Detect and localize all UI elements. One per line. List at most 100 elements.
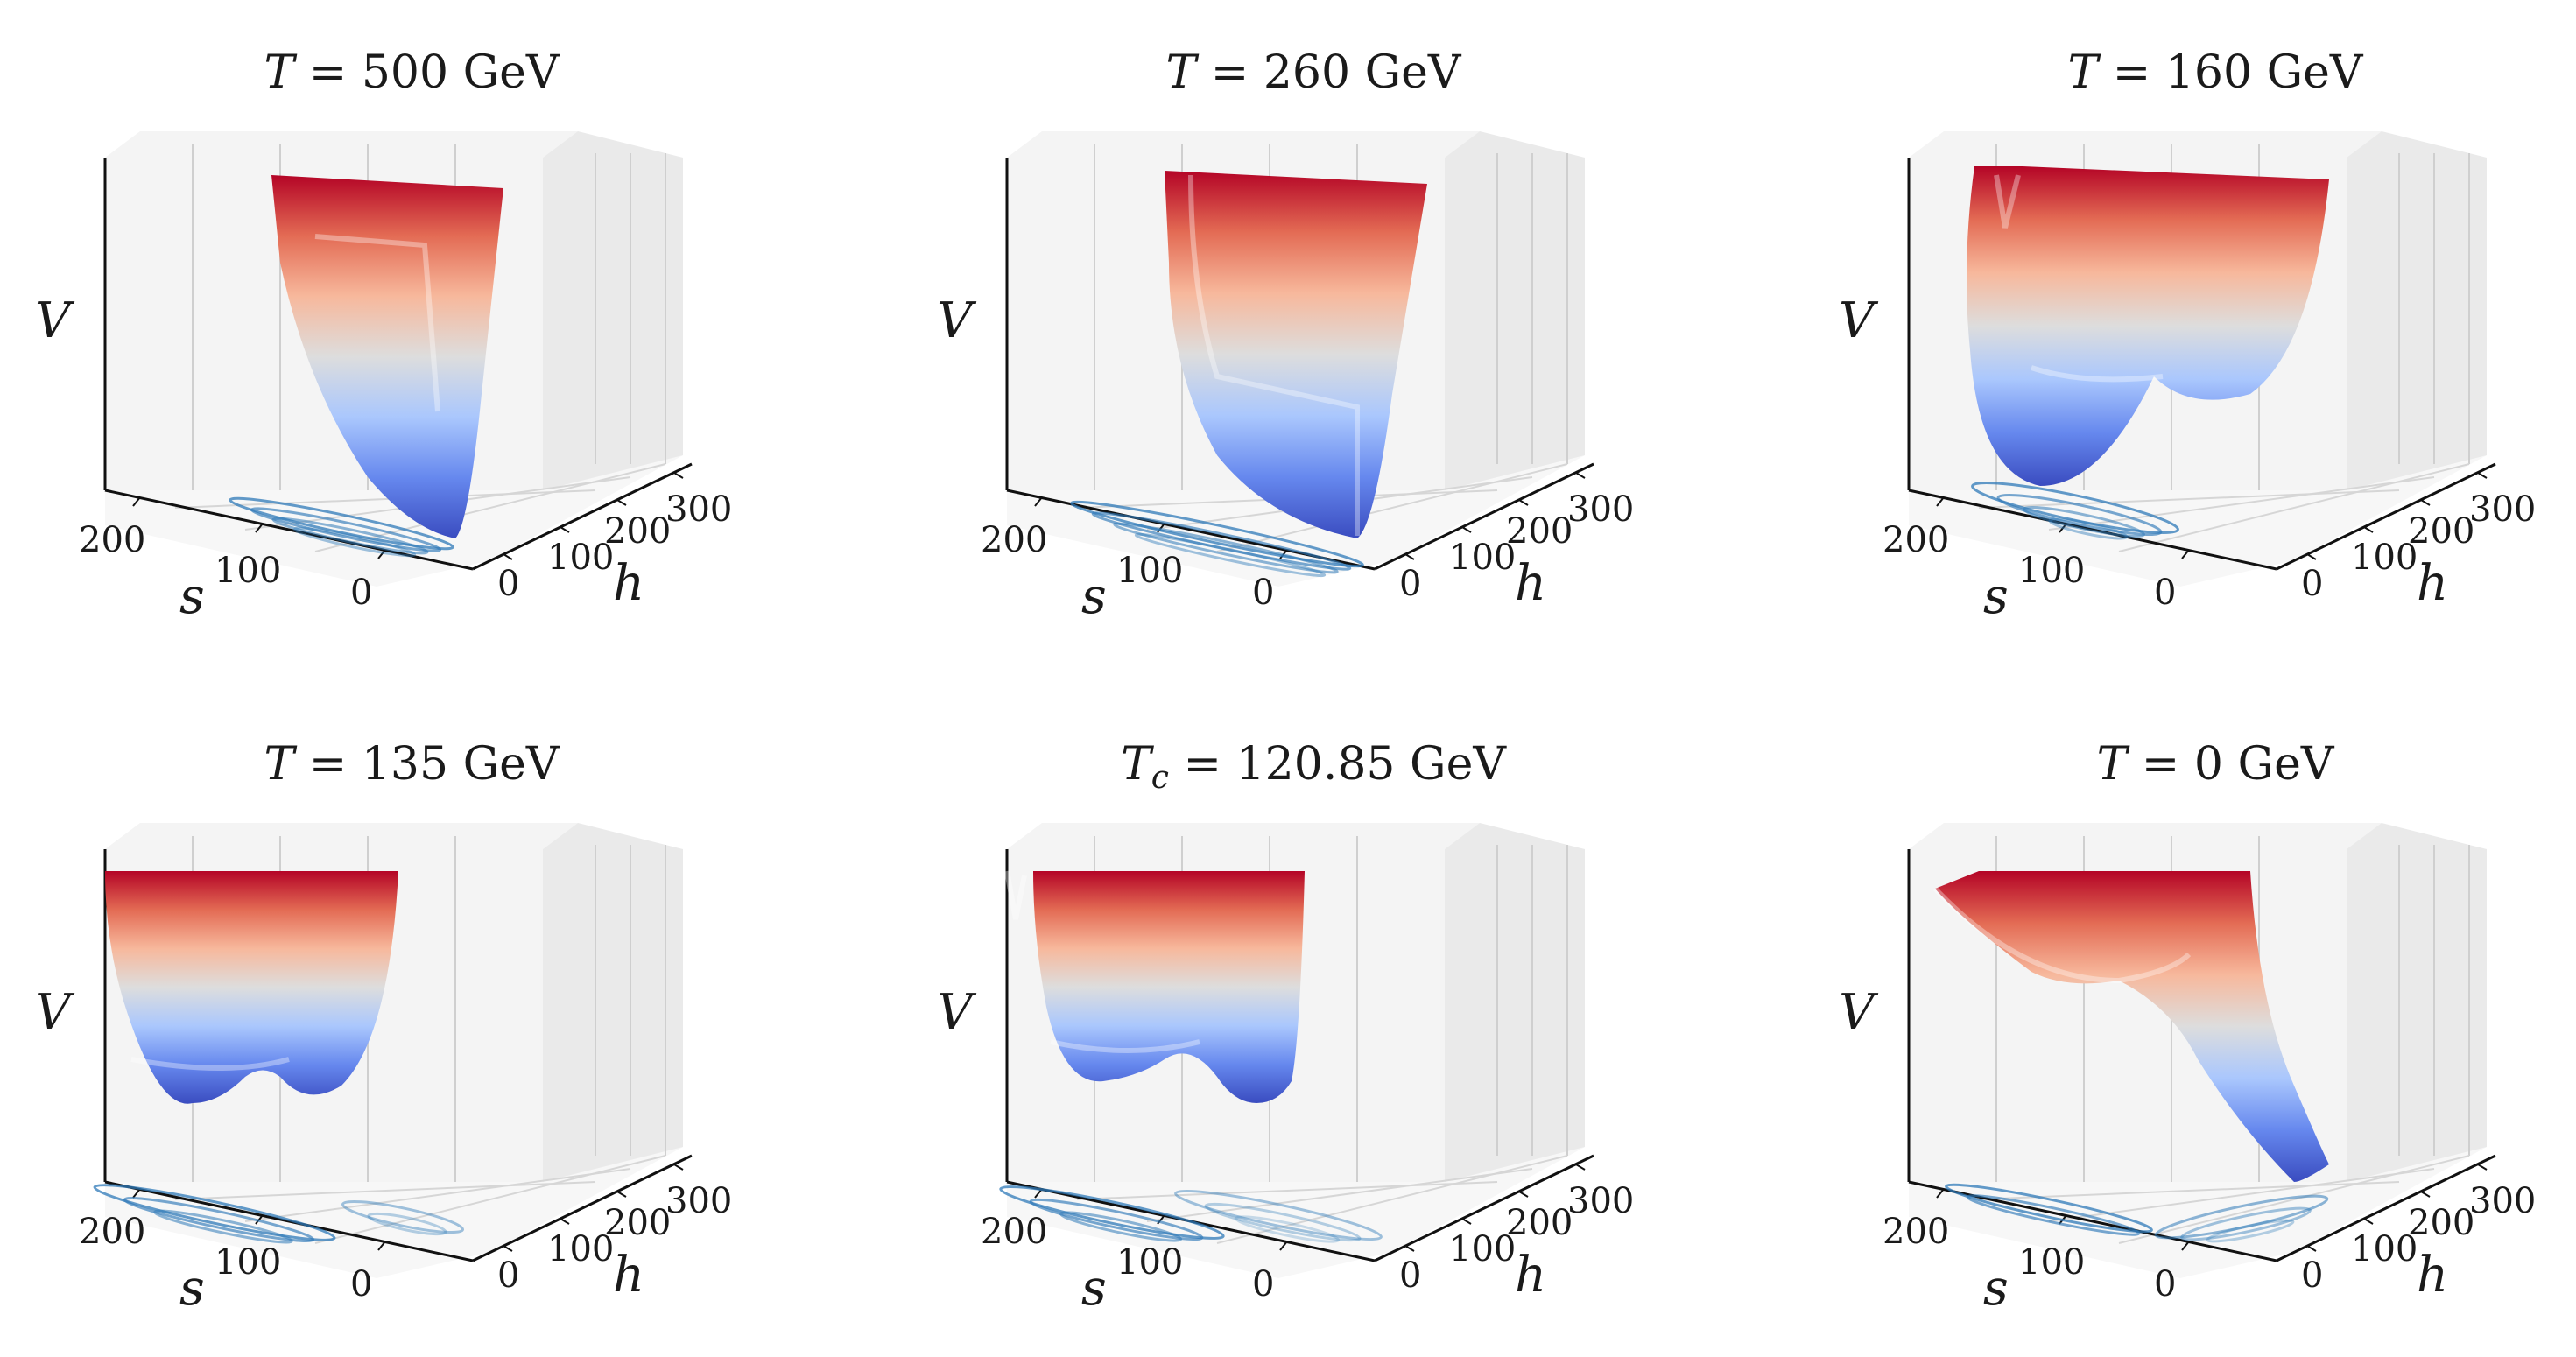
contour-line bbox=[2206, 1219, 2295, 1243]
grid-line bbox=[2118, 1155, 2470, 1244]
grid-line bbox=[1978, 1181, 2400, 1200]
panel-title: Tc = 120.85 GeV bbox=[1121, 738, 1507, 796]
h-tick-label: 200 bbox=[2408, 1203, 2474, 1243]
side-pane bbox=[2347, 823, 2487, 1182]
h-tick-mark bbox=[1518, 1191, 1529, 1198]
h-tick-label: 100 bbox=[1449, 1229, 1516, 1269]
h-tick-label: 0 bbox=[497, 564, 519, 604]
h-tick-label: 300 bbox=[665, 489, 732, 530]
panel-title: T = 0 GeV bbox=[2097, 738, 2335, 791]
h-axis-label: h bbox=[2417, 555, 2448, 612]
grid-line bbox=[2048, 1168, 2435, 1222]
h-tick-mark bbox=[1404, 553, 1415, 560]
floor-pane bbox=[105, 455, 683, 587]
potential-surface bbox=[271, 175, 503, 538]
z-axis-label: V bbox=[937, 984, 977, 1041]
h-tick-label: 300 bbox=[665, 1181, 732, 1221]
h-axis-label: h bbox=[1515, 1247, 1546, 1304]
title-value: = 500 GeV bbox=[294, 46, 560, 99]
title-value: = 160 GeV bbox=[2098, 46, 2364, 99]
s-tick-label: 100 bbox=[215, 1242, 281, 1283]
surface-fold bbox=[1932, 886, 2192, 984]
contour-line bbox=[1134, 532, 1327, 578]
panel-title: T = 135 GeV bbox=[264, 738, 560, 791]
h-tick-label: 300 bbox=[1567, 489, 1634, 530]
grid-line bbox=[1978, 489, 2400, 509]
h-axis-line bbox=[2276, 1154, 2496, 1262]
s-tick-label: 200 bbox=[79, 520, 145, 560]
contour-line bbox=[1029, 1198, 1204, 1241]
s-tick-label: 100 bbox=[2018, 1242, 2085, 1283]
h-tick-label: 200 bbox=[1506, 511, 1573, 552]
h-tick-label: 0 bbox=[1399, 564, 1421, 604]
potential-surface bbox=[1165, 171, 1427, 538]
s-tick-label: 200 bbox=[1883, 520, 1949, 560]
s-axis-line bbox=[104, 489, 474, 571]
s-tick-mark bbox=[2181, 549, 2190, 559]
h-tick-mark bbox=[1575, 1164, 1586, 1171]
contour-line bbox=[1204, 1202, 1362, 1242]
contour-line bbox=[341, 1199, 465, 1234]
z-axis-label: V bbox=[1839, 984, 1879, 1041]
h-tick-mark bbox=[503, 1245, 513, 1252]
side-pane bbox=[1445, 131, 1585, 490]
z-axis-label: V bbox=[937, 292, 977, 349]
z-axis-label: V bbox=[35, 984, 75, 1041]
grid-line bbox=[174, 1181, 596, 1200]
z-axis-label: V bbox=[1839, 292, 1879, 349]
s-axis-label: s bbox=[179, 1260, 205, 1317]
s-tick-label: 100 bbox=[1116, 551, 1183, 591]
grid-line bbox=[1216, 1155, 1568, 1244]
potential-surface bbox=[1967, 166, 2329, 486]
s-tick-mark bbox=[377, 549, 386, 559]
contour-line bbox=[93, 1184, 336, 1241]
h-tick-label: 100 bbox=[2351, 1229, 2418, 1269]
potential-surface bbox=[1935, 871, 2329, 1182]
grid-line bbox=[314, 463, 666, 552]
h-tick-label: 300 bbox=[1567, 1181, 1634, 1221]
side-pane bbox=[543, 823, 683, 1182]
s-tick-mark bbox=[2181, 1241, 2190, 1251]
contour-line bbox=[1091, 511, 1352, 571]
h-tick-mark bbox=[2306, 1245, 2317, 1252]
contour-line bbox=[153, 1209, 293, 1244]
title-value: = 0 GeV bbox=[2127, 738, 2335, 791]
h-tick-mark bbox=[2420, 499, 2431, 506]
h-tick-label: 200 bbox=[1506, 1203, 1573, 1243]
s-axis-label: s bbox=[1983, 568, 2009, 625]
h-tick-label: 100 bbox=[547, 1229, 614, 1269]
floor-pane bbox=[1909, 455, 2487, 587]
h-tick-mark bbox=[2477, 472, 2488, 479]
s-tick-label: 200 bbox=[1883, 1212, 1949, 1252]
z-axis-label: V bbox=[35, 292, 75, 349]
title-variable: T bbox=[1166, 46, 1200, 99]
grid-line bbox=[1076, 1181, 1498, 1200]
surface-fold bbox=[1188, 174, 1360, 536]
s-tick-label: 200 bbox=[79, 1212, 145, 1252]
s-axis-label: s bbox=[1081, 568, 1107, 625]
h-axis-label: h bbox=[613, 555, 644, 612]
s-tick-label: 100 bbox=[1116, 1242, 1183, 1283]
s-tick-mark bbox=[132, 496, 141, 507]
s-tick-label: 200 bbox=[981, 520, 1047, 560]
grid-line bbox=[1146, 1168, 1533, 1222]
h-tick-mark bbox=[503, 553, 513, 560]
grid-line bbox=[314, 1155, 666, 1244]
s-tick-label: 0 bbox=[350, 573, 372, 613]
h-tick-mark bbox=[616, 1191, 627, 1198]
panel-title: T = 160 GeV bbox=[2068, 46, 2364, 99]
contour-line bbox=[1971, 482, 2179, 534]
h-tick-mark bbox=[560, 1218, 570, 1225]
contour-line bbox=[2023, 505, 2145, 538]
contour-line bbox=[123, 1196, 315, 1243]
h-tick-label: 200 bbox=[604, 1203, 671, 1243]
h-axis-line bbox=[472, 1154, 693, 1262]
surface-fold bbox=[81, 870, 290, 1071]
s-tick-mark bbox=[132, 1188, 141, 1199]
